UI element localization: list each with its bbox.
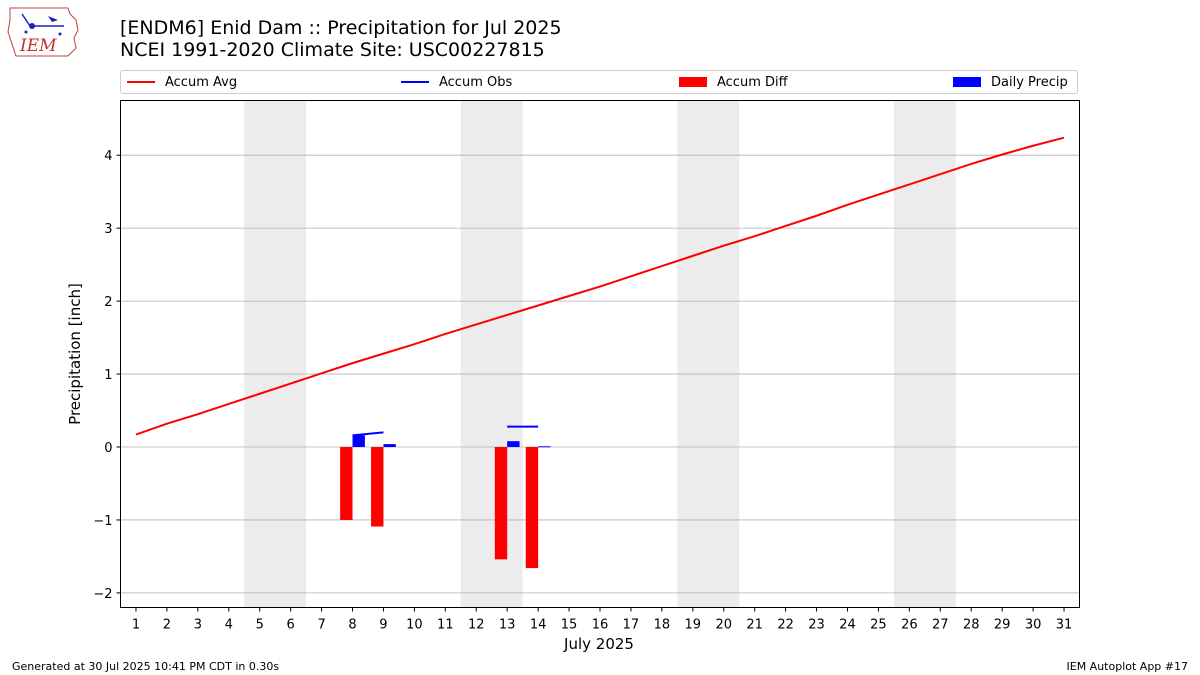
x-tick-label-4: 5 (256, 618, 264, 633)
x-tick-label-14: 15 (561, 618, 578, 633)
x-tick-label-21: 22 (777, 618, 794, 633)
x-tick-label-19: 20 (715, 618, 732, 633)
x-tick-label-26: 27 (932, 618, 949, 633)
x-tick-label-7: 8 (348, 618, 356, 633)
x-tick-label-9: 10 (406, 618, 423, 633)
x-tick-label-5: 6 (287, 618, 295, 633)
accum-diff-bar-13 (494, 447, 508, 560)
accum-diff-bar-14 (525, 447, 539, 569)
y-tick-label-6: 4 (104, 149, 112, 164)
legend: Accum Avg Accum Obs Accum Diff Daily Pre… (120, 70, 1078, 94)
y-tick-label-5: 3 (104, 222, 112, 237)
x-tick-label-8: 9 (379, 618, 387, 633)
daily-precip-bar-13 (507, 441, 520, 448)
x-tick-label-11: 12 (468, 618, 485, 633)
x-tick-label-16: 17 (623, 618, 640, 633)
legend-label-daily-precip: Daily Precip (991, 74, 1068, 90)
accum-diff-bar-9 (371, 447, 384, 527)
iem-logo: IEM (6, 4, 82, 60)
legend-swatch-accum-avg (127, 81, 155, 83)
legend-item-accum-obs: Accum Obs (401, 71, 512, 93)
weekend-shade-1 (460, 100, 523, 608)
x-axis-label: July 2025 (563, 635, 634, 653)
x-tick-label-29: 30 (1025, 618, 1042, 633)
x-tick-label-1: 2 (163, 618, 171, 633)
x-tick-label-20: 21 (746, 618, 763, 633)
weekend-shade-0 (244, 100, 307, 608)
title-line-2: NCEI 1991-2020 Climate Site: USC00227815 (120, 39, 545, 61)
legend-item-accum-avg: Accum Avg (127, 71, 237, 93)
x-tick-label-0: 1 (132, 618, 140, 633)
x-tick-label-13: 14 (530, 618, 547, 633)
x-tick-label-22: 23 (808, 618, 825, 633)
footer-generated: Generated at 30 Jul 2025 10:41 PM CDT in… (12, 660, 280, 673)
legend-label-accum-obs: Accum Obs (439, 74, 513, 90)
x-tick-label-27: 28 (963, 618, 980, 633)
legend-swatch-accum-obs (401, 81, 429, 83)
daily-precip-bar-14 (538, 446, 551, 448)
legend-label-accum-diff: Accum Diff (717, 74, 788, 90)
x-tick-label-23: 24 (839, 618, 856, 633)
x-tick-label-17: 18 (654, 618, 671, 633)
x-tick-label-6: 7 (317, 618, 325, 633)
x-tick-label-10: 11 (437, 618, 454, 633)
logo-text: IEM (19, 36, 57, 56)
legend-label-accum-avg: Accum Avg (165, 74, 238, 90)
daily-precip-bar-9 (383, 444, 396, 448)
y-axis-label: Precipitation [inch] (66, 283, 84, 425)
y-tick-label-2: 0 (104, 441, 112, 456)
x-tick-label-3: 4 (225, 618, 233, 633)
y-tick-label-0: −2 (93, 587, 112, 602)
title-line-1: [ENDM6] Enid Dam :: Precipitation for Ju… (120, 17, 562, 39)
x-tick-label-18: 19 (685, 618, 702, 633)
x-tick-label-24: 25 (870, 618, 887, 633)
x-tick-label-12: 13 (499, 618, 516, 633)
accum-diff-bar-8 (340, 447, 353, 520)
y-tick-label-1: −1 (93, 514, 112, 529)
x-tick-label-30: 31 (1056, 618, 1073, 633)
weekend-shade-3 (893, 100, 956, 608)
legend-item-accum-diff: Accum Diff (679, 71, 788, 93)
chart-title: [ENDM6] Enid Dam :: Precipitation for Ju… (120, 17, 562, 61)
x-tick-label-25: 26 (901, 618, 918, 633)
daily-precip-bar-8 (352, 435, 365, 448)
accum-obs-line-0 (352, 431, 384, 437)
legend-swatch-daily-precip (953, 77, 981, 87)
y-tick-label-3: 1 (104, 368, 112, 383)
footer-app-id: IEM Autoplot App #17 (1066, 660, 1189, 673)
accum-avg-line (135, 136, 1065, 436)
legend-swatch-accum-diff (679, 77, 707, 87)
x-tick-label-15: 16 (592, 618, 609, 633)
weekend-shade-2 (677, 100, 740, 608)
legend-item-daily-precip: Daily Precip (953, 71, 1068, 93)
x-tick-label-28: 29 (994, 618, 1011, 633)
y-tick-label-4: 2 (104, 295, 112, 310)
x-tick-label-2: 3 (194, 618, 202, 633)
